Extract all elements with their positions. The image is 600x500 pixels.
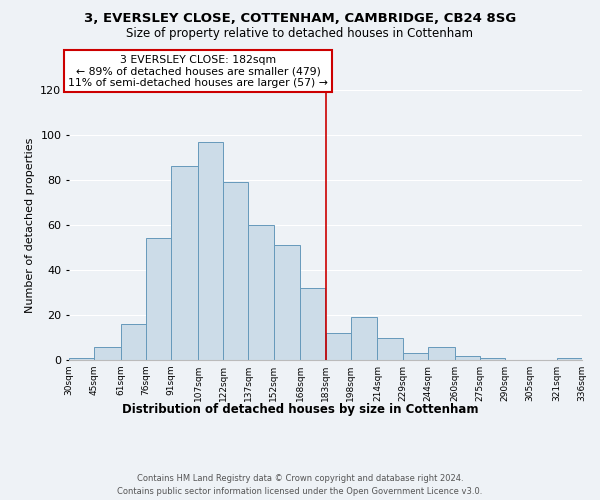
Y-axis label: Number of detached properties: Number of detached properties (25, 138, 35, 312)
Bar (403, 353, 428, 360)
Bar (480, 358, 505, 360)
Bar (350, 318, 377, 360)
Bar (428, 346, 455, 360)
Bar (198, 142, 223, 360)
Text: Size of property relative to detached houses in Cottenham: Size of property relative to detached ho… (127, 28, 473, 40)
Bar (325, 333, 350, 360)
Bar (121, 324, 146, 360)
Bar (274, 245, 301, 360)
Bar (146, 238, 171, 360)
Bar (94, 346, 121, 360)
Bar (455, 356, 480, 360)
Text: 3, EVERSLEY CLOSE, COTTENHAM, CAMBRIDGE, CB24 8SG: 3, EVERSLEY CLOSE, COTTENHAM, CAMBRIDGE,… (84, 12, 516, 26)
Text: Contains public sector information licensed under the Open Government Licence v3: Contains public sector information licen… (118, 488, 482, 496)
Text: Contains HM Land Registry data © Crown copyright and database right 2024.: Contains HM Land Registry data © Crown c… (137, 474, 463, 483)
Bar (171, 166, 198, 360)
Bar (69, 358, 94, 360)
Text: 3 EVERSLEY CLOSE: 182sqm
← 89% of detached houses are smaller (479)
11% of semi-: 3 EVERSLEY CLOSE: 182sqm ← 89% of detach… (68, 54, 328, 88)
Bar (377, 338, 403, 360)
Bar (248, 225, 274, 360)
Bar (301, 288, 325, 360)
Bar (557, 358, 582, 360)
Bar (223, 182, 248, 360)
Text: Distribution of detached houses by size in Cottenham: Distribution of detached houses by size … (122, 402, 478, 415)
